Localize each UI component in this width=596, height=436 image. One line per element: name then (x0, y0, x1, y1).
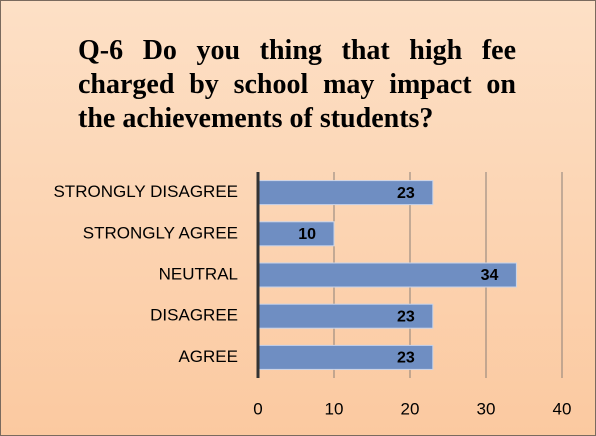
x-tick-label: 10 (325, 399, 344, 418)
bar (257, 180, 434, 206)
y-tick-label: STRONGLY AGREE (83, 223, 238, 242)
y-tick-label: NEUTRAL (159, 264, 238, 283)
x-tick-label: 30 (477, 399, 496, 418)
data-label: 23 (397, 308, 415, 325)
x-tick-label: 40 (553, 399, 572, 418)
data-label: 10 (298, 226, 316, 243)
bar (257, 262, 517, 288)
data-label: 23 (397, 185, 415, 202)
y-tick-label: DISAGREE (150, 306, 238, 325)
x-tick-label: 20 (401, 399, 420, 418)
data-label: 23 (397, 350, 415, 367)
x-tick-label: 0 (253, 399, 262, 418)
data-label: 34 (481, 267, 499, 284)
bar (257, 221, 335, 247)
bar (257, 344, 434, 370)
y-tick-label: STRONGLY DISAGREE (53, 182, 238, 201)
y-tick-label: AGREE (178, 347, 238, 366)
chart-title: Q-6 Do you thing that high fee charged b… (78, 35, 516, 134)
